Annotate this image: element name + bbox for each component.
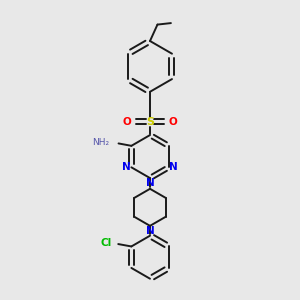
Text: O: O (123, 117, 132, 127)
Text: Cl: Cl (100, 238, 111, 248)
Text: N: N (146, 178, 154, 188)
Text: O: O (168, 117, 177, 127)
Text: S: S (146, 117, 154, 127)
Text: NH₂: NH₂ (92, 138, 110, 147)
Text: N: N (169, 162, 178, 172)
Text: N: N (146, 226, 154, 236)
Text: N: N (122, 162, 131, 172)
